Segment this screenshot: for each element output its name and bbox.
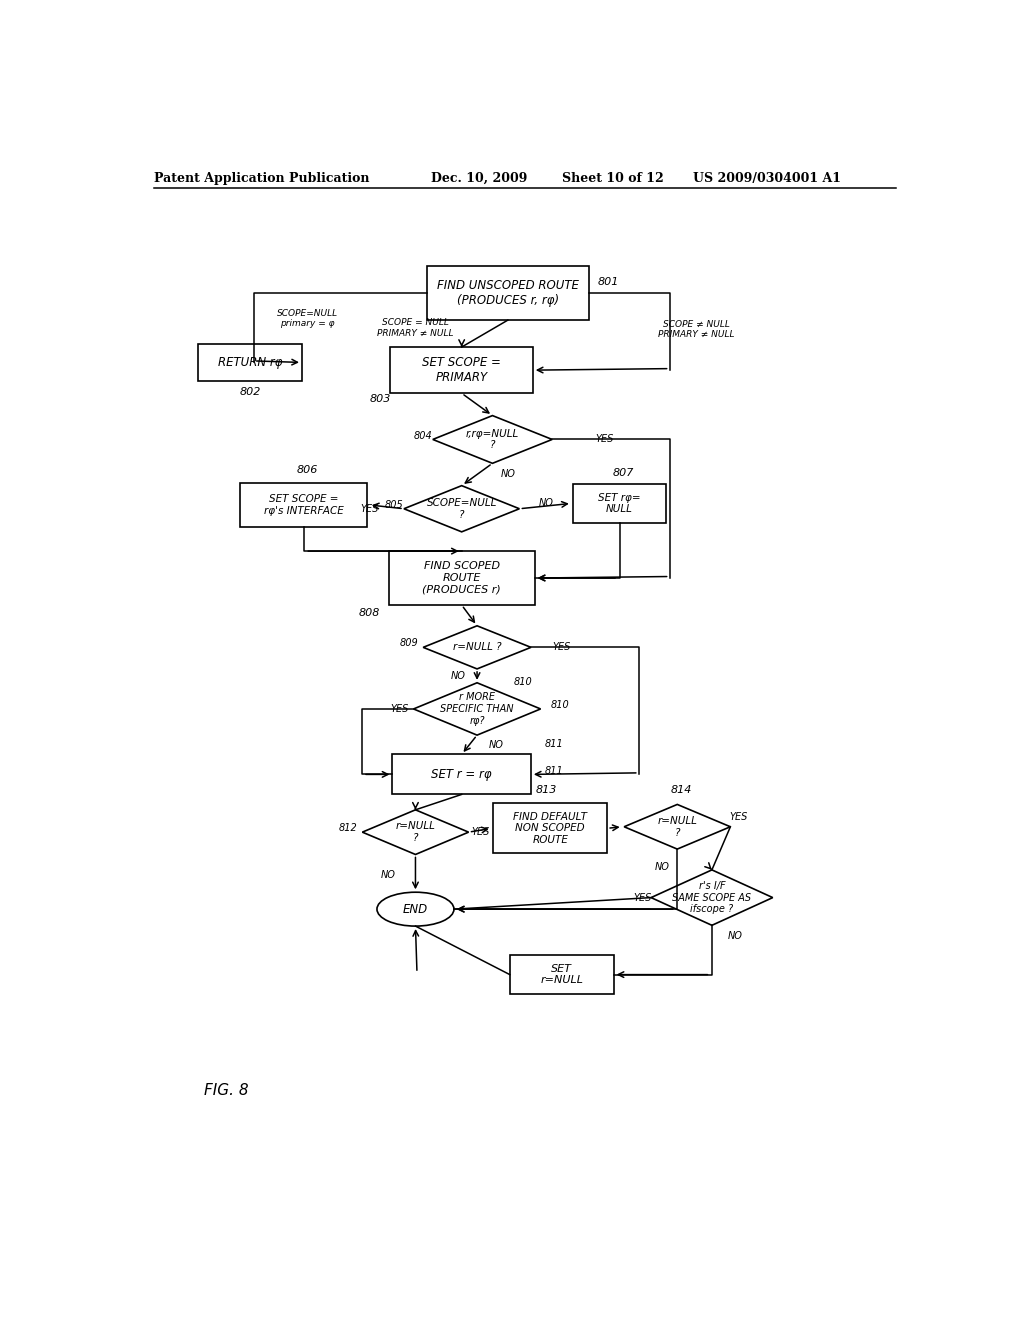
Text: 801: 801: [597, 277, 618, 286]
Text: r=NULL
?: r=NULL ?: [657, 816, 697, 838]
Text: RETURN rφ: RETURN rφ: [218, 356, 283, 370]
Text: YES: YES: [391, 704, 410, 714]
Bar: [427, 267, 589, 321]
Text: YES: YES: [553, 643, 571, 652]
Bar: [392, 755, 531, 795]
Text: 808: 808: [358, 607, 380, 618]
Text: YES: YES: [595, 434, 613, 445]
Polygon shape: [651, 870, 773, 925]
Polygon shape: [403, 486, 519, 532]
Text: r=NULL ?: r=NULL ?: [453, 643, 502, 652]
Text: r,rφ=NULL
?: r,rφ=NULL ?: [466, 429, 519, 450]
Text: NO: NO: [451, 671, 465, 681]
Text: SCOPE = NULL
PRIMARY ≠ NULL: SCOPE = NULL PRIMARY ≠ NULL: [377, 318, 454, 338]
Text: SCOPE=NULL
primary = φ: SCOPE=NULL primary = φ: [278, 309, 338, 329]
Text: FIND DEFAULT
NON SCOPED
ROUTE: FIND DEFAULT NON SCOPED ROUTE: [513, 812, 587, 845]
Text: 813: 813: [536, 785, 557, 795]
Text: 810: 810: [551, 700, 569, 710]
Text: 811: 811: [545, 766, 563, 776]
Text: SCOPE=NULL
?: SCOPE=NULL ?: [426, 498, 497, 520]
Text: 812: 812: [338, 824, 357, 833]
Text: SET
r=NULL: SET r=NULL: [541, 964, 584, 986]
Text: 804: 804: [414, 430, 432, 441]
Text: Dec. 10, 2009: Dec. 10, 2009: [431, 173, 527, 185]
Polygon shape: [362, 810, 469, 854]
Text: Patent Application Publication: Patent Application Publication: [154, 173, 370, 185]
Text: r's I/F
SAME SCOPE AS
ifscope ?: r's I/F SAME SCOPE AS ifscope ?: [673, 880, 752, 915]
Text: FIND SCOPED
ROUTE
(PRODUCES r): FIND SCOPED ROUTE (PRODUCES r): [422, 561, 501, 594]
Ellipse shape: [377, 892, 454, 927]
Text: SET rφ=
NULL: SET rφ= NULL: [598, 492, 641, 515]
Text: NO: NO: [654, 862, 670, 871]
Text: END: END: [402, 903, 428, 916]
Text: SCOPE ≠ NULL
PRIMARY ≠ NULL: SCOPE ≠ NULL PRIMARY ≠ NULL: [658, 319, 735, 339]
Bar: [494, 804, 607, 853]
Text: 806: 806: [297, 465, 318, 475]
Text: 811: 811: [545, 739, 563, 748]
Text: 802: 802: [240, 387, 260, 397]
Text: Sheet 10 of 12: Sheet 10 of 12: [562, 173, 664, 185]
Text: FIG. 8: FIG. 8: [204, 1082, 249, 1098]
Polygon shape: [433, 416, 552, 463]
Text: 805: 805: [385, 500, 403, 510]
Text: NO: NO: [381, 870, 396, 879]
Text: 814: 814: [671, 785, 692, 795]
Text: NO: NO: [728, 931, 742, 941]
Text: 809: 809: [400, 639, 419, 648]
Polygon shape: [423, 626, 531, 669]
Text: NO: NO: [539, 499, 554, 508]
Text: YES: YES: [730, 812, 749, 822]
Bar: [390, 347, 532, 393]
Text: YES: YES: [634, 892, 652, 903]
Bar: [573, 484, 666, 523]
Text: US 2009/0304001 A1: US 2009/0304001 A1: [692, 173, 841, 185]
Bar: [388, 552, 535, 605]
Text: NO: NO: [488, 739, 504, 750]
Text: SET r = rφ: SET r = rφ: [431, 768, 492, 781]
Text: r MORE
SPECIFIC THAN
rφ?: r MORE SPECIFIC THAN rφ?: [440, 693, 514, 726]
Bar: [241, 483, 368, 527]
Text: SET SCOPE =
PRIMARY: SET SCOPE = PRIMARY: [422, 356, 501, 384]
Text: 807: 807: [612, 467, 634, 478]
Bar: [510, 956, 613, 994]
Text: r=NULL
?: r=NULL ?: [395, 821, 435, 843]
Text: YES: YES: [472, 828, 490, 837]
Bar: [198, 345, 302, 381]
Polygon shape: [625, 804, 730, 849]
Text: 803: 803: [370, 395, 391, 404]
Text: FIND UNSCOPED ROUTE
(PRODUCES r, rφ): FIND UNSCOPED ROUTE (PRODUCES r, rφ): [437, 279, 579, 308]
Text: SET SCOPE =
rφ's INTERFACE: SET SCOPE = rφ's INTERFACE: [264, 494, 344, 516]
Text: NO: NO: [501, 470, 515, 479]
Text: YES: YES: [360, 504, 379, 513]
Text: 810: 810: [514, 677, 532, 686]
Polygon shape: [414, 682, 541, 735]
